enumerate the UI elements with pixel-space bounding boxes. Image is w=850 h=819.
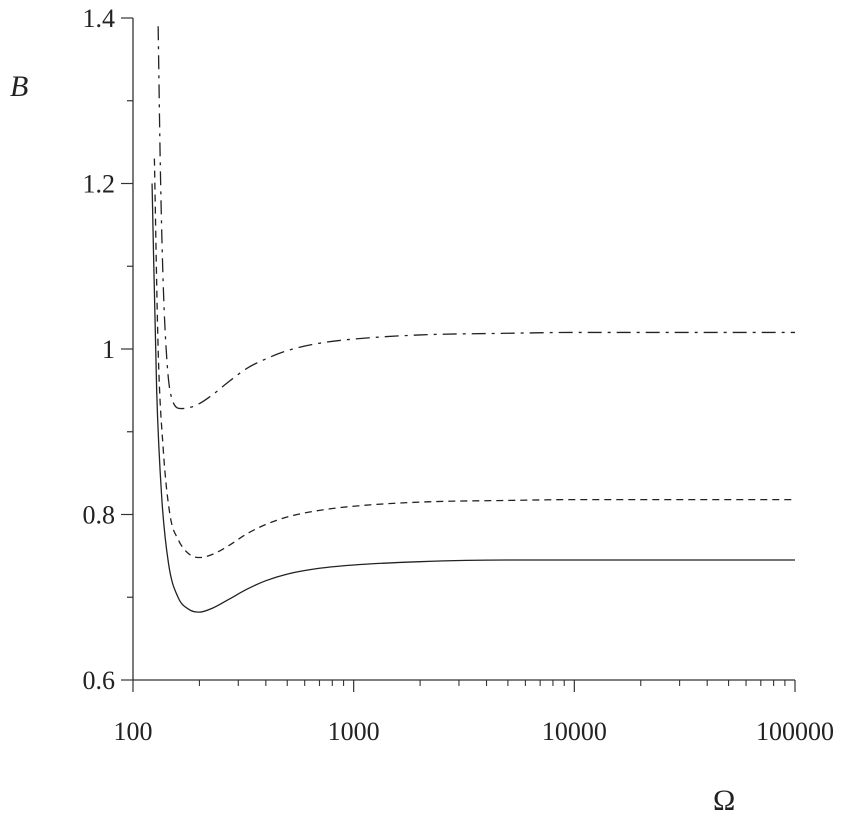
y-tick-label: 0.8 [83, 501, 116, 530]
x-axis-title: Ω [713, 784, 735, 817]
x-tick-label: 1000 [328, 717, 380, 746]
x-tick-label: 100 [114, 717, 153, 746]
series-layer [151, 26, 795, 613]
series-line-solid [151, 183, 795, 613]
y-tick-label: 1.4 [83, 4, 116, 33]
y-tick-label: 1 [102, 335, 115, 364]
x-tick-label: 10000 [542, 717, 607, 746]
series-line-dash-dot [157, 26, 795, 410]
labels: 0.6 0.8 1 1.2 1.4 100 1000 10000 100000 [83, 4, 835, 746]
y-axis-title: B [10, 70, 28, 103]
x-tick-label: 100000 [756, 717, 834, 746]
y-tick-label: 0.6 [83, 666, 116, 695]
series-line-dashed [153, 158, 795, 559]
y-tick-label: 1.2 [83, 170, 116, 199]
axes [121, 17, 796, 692]
